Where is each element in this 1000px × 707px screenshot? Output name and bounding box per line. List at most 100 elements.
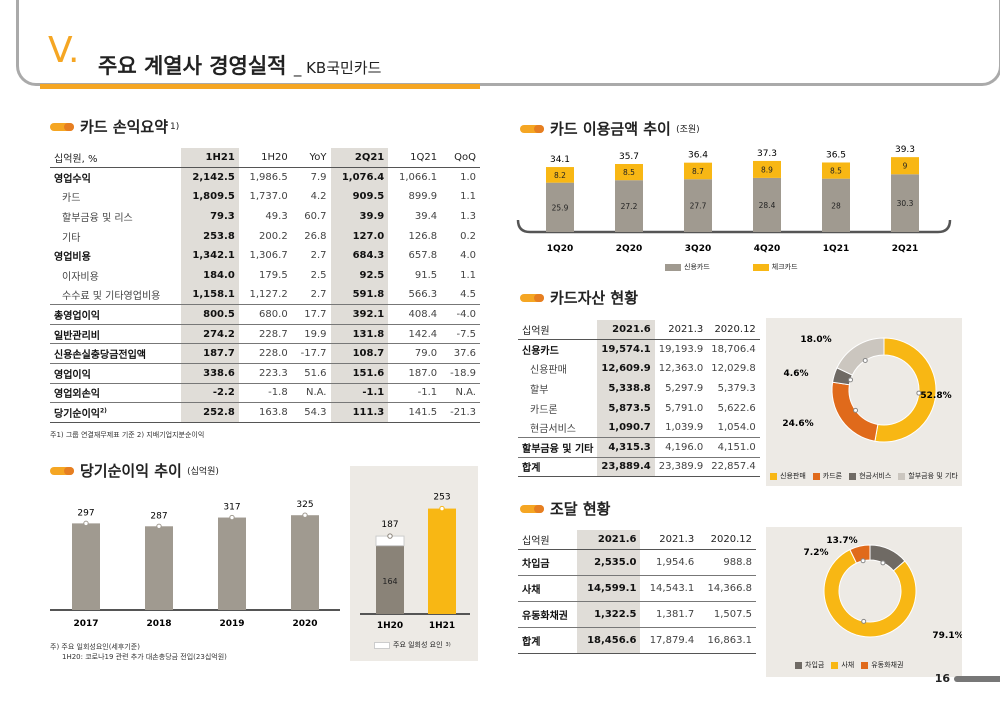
table-cell: 1,954.6	[656, 557, 695, 569]
table-header-cell: 2Q21	[330, 148, 389, 169]
check-value-label: 8.5	[830, 167, 842, 176]
total-label: 34.1	[550, 155, 570, 165]
table-cell: 909.5	[330, 187, 389, 207]
table-cell: 영업수익	[54, 174, 91, 186]
page-number-bar	[954, 676, 1000, 682]
table-cell: -7.5	[441, 323, 480, 344]
pct-label: 24.6%	[782, 419, 813, 429]
bar-marker	[387, 533, 393, 539]
table-header-cell: 2021.6	[577, 530, 641, 551]
table-cell: 합계	[518, 456, 598, 478]
check-value-label: 8.7	[692, 167, 704, 176]
table-cell: 899.9	[408, 191, 438, 203]
bar-marker	[156, 523, 162, 529]
data-label: 187	[381, 520, 398, 530]
table-cell: 680.0	[238, 304, 292, 325]
table-cell: 200.2	[259, 230, 288, 242]
net-income-unit: (십억원)	[187, 467, 219, 477]
table-cell: 영업이익	[50, 363, 182, 384]
donut-slice	[836, 337, 885, 376]
table-cell: 12,609.9	[597, 359, 655, 379]
data-label: 325	[296, 500, 313, 510]
table-cell: -18.9	[441, 363, 480, 384]
slice-marker	[853, 407, 859, 413]
table-cell: 19,193.9	[658, 344, 704, 356]
check-swatch	[752, 263, 769, 271]
table-cell: -4.0	[441, 304, 480, 325]
table-cell: 1,986.5	[249, 172, 288, 184]
usage-unit: (조원)	[676, 125, 700, 135]
income-title-sup: 1)	[170, 121, 180, 132]
legend-label: 카드론	[822, 472, 843, 480]
table-cell: 4.0	[460, 250, 476, 262]
bullet-icon	[520, 124, 544, 133]
table-row: 합계 23,889.4 23,389.9 22,857.4	[518, 456, 760, 478]
table-cell: 사채	[518, 575, 578, 602]
table-cell: 5,379.3	[717, 383, 756, 395]
tick-label: 2Q20	[616, 244, 642, 254]
slice-marker	[880, 560, 886, 566]
table-cell: 1,158.1	[181, 285, 239, 305]
half-year-chart: 164 187 1H20 253 1H21	[360, 493, 470, 631]
page-number: 16	[934, 672, 950, 685]
bar	[72, 523, 100, 610]
table-cell: 2,142.5	[181, 167, 239, 188]
legend-label: 차입금	[805, 661, 825, 669]
base-label: 164	[382, 577, 397, 586]
table-cell: 988.8	[723, 557, 752, 569]
table-cell: 23,889.4	[597, 456, 655, 478]
bar	[291, 515, 319, 610]
bar-marker	[229, 514, 235, 521]
bar-credit	[822, 178, 850, 232]
half-year-panel	[350, 466, 478, 661]
table-cell: 684.3	[330, 245, 389, 266]
income-section-title: 카드 손익요약 1)	[50, 116, 179, 137]
donut-slice	[874, 337, 937, 443]
table-cell: 16,863.1	[698, 627, 756, 655]
legend-swatch	[861, 661, 869, 669]
table-cell: 총영업이익	[50, 304, 182, 325]
table-cell: 1,342.1	[181, 245, 239, 266]
table-cell: 566.3	[408, 289, 438, 301]
credit-swatch	[665, 263, 681, 271]
footnote-marker: 2)	[100, 407, 107, 415]
bar-marker	[439, 505, 445, 512]
table-cell: 1,809.5	[181, 187, 239, 207]
table-cell: 1.3	[460, 211, 476, 223]
half-year-legend: 주요 일회성 요인 3)	[374, 640, 451, 650]
bullet-icon	[520, 504, 544, 513]
table-cell: 4,315.3	[597, 437, 655, 458]
table-cell: 51.6	[291, 363, 331, 384]
credit-value-label: 30.3	[897, 199, 914, 208]
table-cell: -2.2	[181, 382, 239, 403]
table-cell: 7.9	[310, 172, 327, 184]
bar-credit	[753, 177, 781, 232]
table-cell: 187.7	[181, 343, 239, 364]
pct-label: 7.2%	[804, 548, 829, 558]
table-cell: 18,706.4	[711, 344, 756, 356]
table-cell: 274.2	[181, 323, 239, 344]
table-cell: 79.3	[181, 206, 239, 227]
legend-label: 현금서비스	[859, 472, 892, 480]
table-cell: 수수료 및 기타영업비용	[62, 291, 161, 303]
usage-section-title: 카드 이용금액 추이 (조원)	[520, 118, 700, 139]
table-cell: 23,389.9	[654, 456, 708, 478]
table-header-cell: 십억원	[518, 530, 578, 551]
table-row: 신용손실충당금전입액 187.7 228.0 -17.7 108.7 79.0 37.6	[50, 343, 480, 364]
table-cell: 179.5	[259, 269, 288, 281]
section-number: V.	[48, 30, 80, 71]
total-label: 35.7	[619, 152, 639, 162]
table-cell: 현금서비스	[530, 424, 576, 436]
tick-label: 4Q20	[754, 244, 780, 254]
table-cell: 할부금융 및 기타	[518, 437, 598, 458]
bar-credit	[615, 180, 643, 232]
table-cell: 5,338.8	[597, 378, 655, 399]
funding-title-text: 조달 현황	[550, 500, 611, 518]
table-cell: 37.6	[441, 343, 480, 364]
table-cell: 338.6	[181, 363, 239, 384]
table-cell: -1.8	[238, 382, 292, 403]
slice-marker	[862, 357, 868, 363]
table-header-cell: 2021.3	[654, 320, 708, 341]
table-row: 영업이익 338.6 223.3 51.6 151.6 187.0 -18.9	[50, 363, 480, 384]
table-cell: 141.5	[388, 402, 442, 423]
